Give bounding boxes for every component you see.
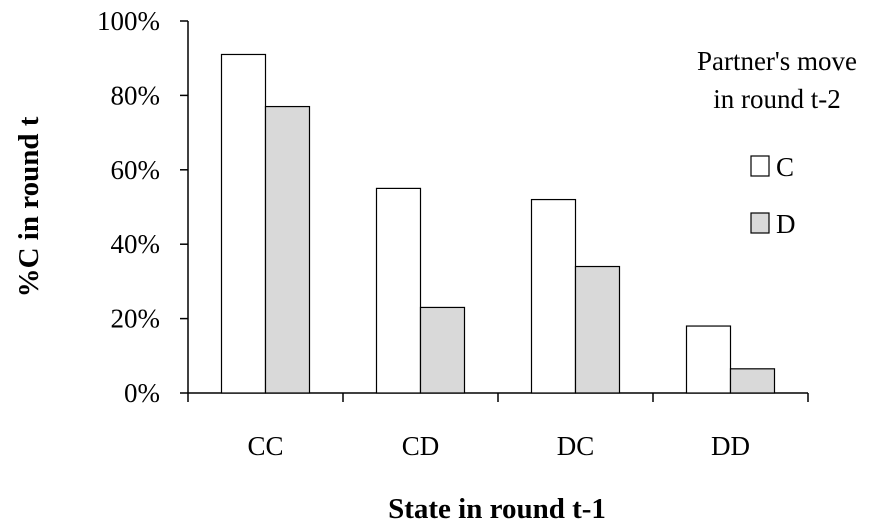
legend: Partner's move in round t-2 CD (697, 46, 857, 239)
y-tick-label: 80% (111, 80, 161, 110)
x-tick-label: CD (402, 431, 440, 461)
bar-D-DC (574, 265, 621, 394)
y-tick-label: 60% (111, 155, 161, 185)
bar-C-CD (375, 187, 422, 394)
x-axis: CC CD DC DD (187, 392, 809, 461)
bars (220, 53, 776, 394)
x-tick-label: DC (557, 431, 595, 461)
bar-D-CC (264, 105, 311, 394)
x-axis-title: State in round t-1 (388, 493, 606, 525)
y-axis: 0% 20% 40% 60% 80% 100% (97, 6, 189, 408)
bar-C-DC (530, 198, 577, 394)
y-axis-title: %C in round t (13, 116, 45, 297)
x-tick-label: DD (711, 431, 750, 461)
y-tick-label: 100% (97, 6, 160, 36)
x-tick-label: CC (247, 431, 283, 461)
y-tick-label: 20% (111, 304, 161, 334)
y-tick-label: 40% (111, 229, 161, 259)
legend-title: in round t-2 (713, 84, 841, 114)
legend-swatch-D (750, 212, 770, 234)
legend-swatch-C (750, 155, 770, 177)
legend-label-C: C (776, 152, 794, 182)
bar-D-CD (419, 306, 466, 394)
y-tick-label: 0% (124, 378, 160, 408)
legend-label-D: D (776, 209, 796, 239)
bar-C-DD (685, 325, 732, 394)
bar-C-CC (220, 53, 267, 394)
bar-D-DD (729, 368, 776, 394)
legend-title: Partner's move (697, 46, 857, 76)
